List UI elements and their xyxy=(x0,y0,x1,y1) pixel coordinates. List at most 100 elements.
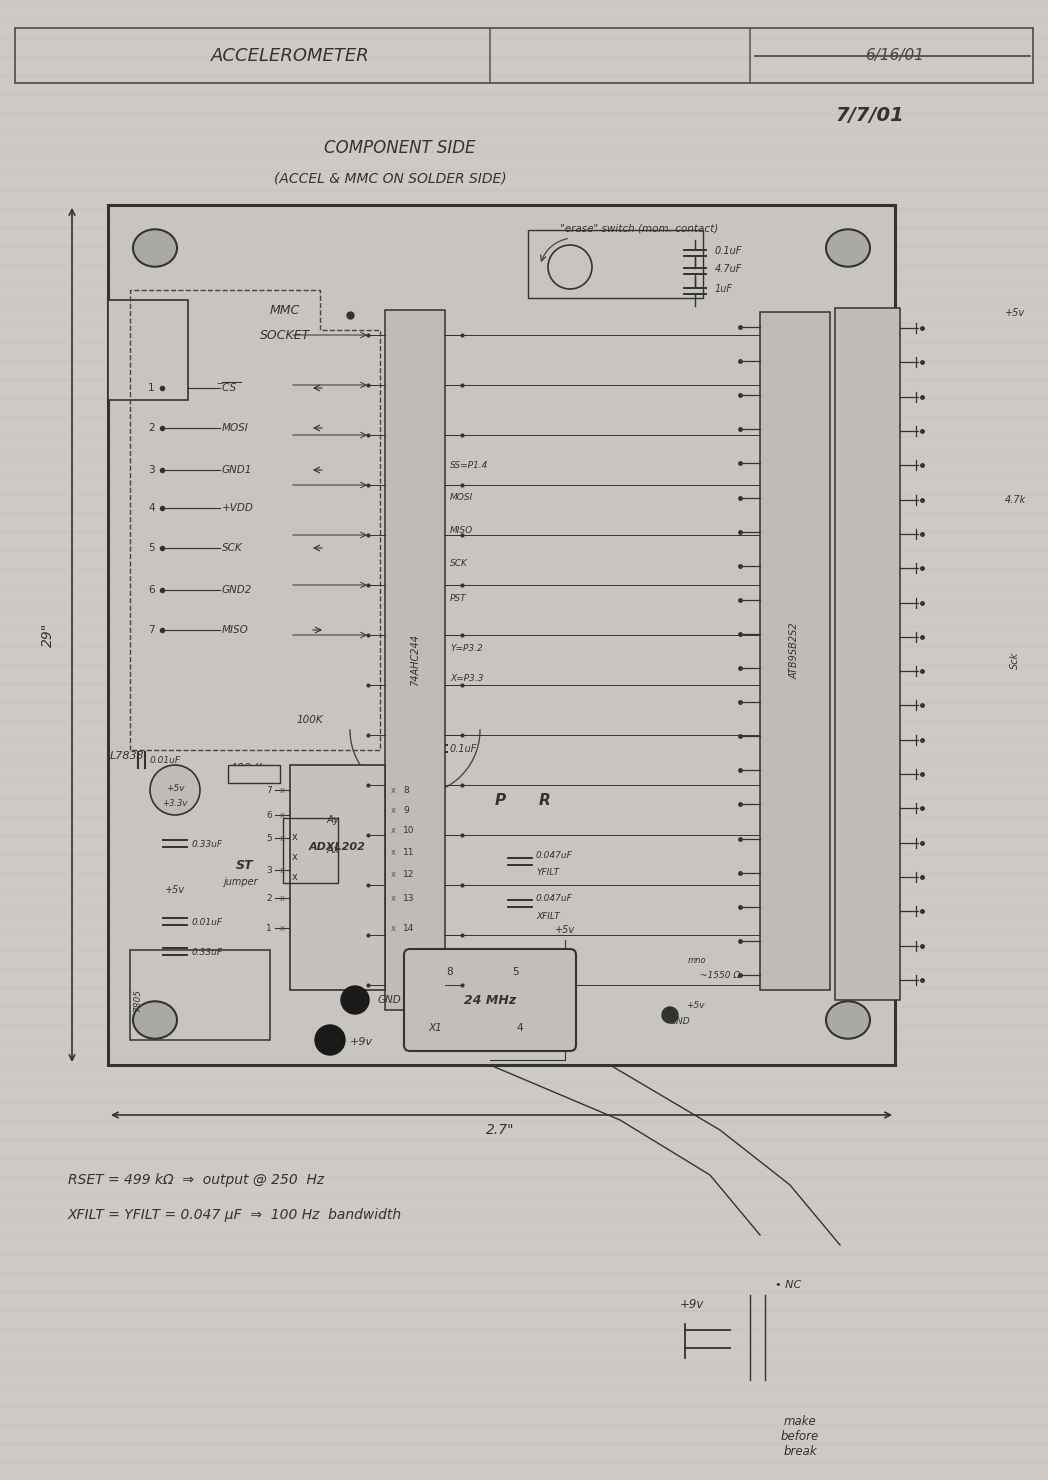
Text: 24 MHz: 24 MHz xyxy=(464,993,516,1006)
Text: +5v: +5v xyxy=(685,1000,704,1009)
Text: 499 K: 499 K xyxy=(230,764,262,773)
Text: GND2: GND2 xyxy=(222,585,253,595)
Bar xyxy=(108,300,188,400)
Text: 2.7": 2.7" xyxy=(486,1123,515,1137)
Text: 0.01uF: 0.01uF xyxy=(150,755,181,765)
Text: MISO: MISO xyxy=(222,625,248,635)
Text: XFILT = YFILT = 0.047 μF  ⇒  100 Hz  bandwidth: XFILT = YFILT = 0.047 μF ⇒ 100 Hz bandwi… xyxy=(68,1208,402,1222)
Text: 3: 3 xyxy=(266,866,272,875)
Text: SCK: SCK xyxy=(222,543,243,554)
Text: YFILT: YFILT xyxy=(536,867,560,876)
Text: 4.7k: 4.7k xyxy=(1005,494,1026,505)
Text: Y=P3.2: Y=P3.2 xyxy=(450,644,483,653)
Text: 6: 6 xyxy=(148,585,155,595)
Text: jumper: jumper xyxy=(222,878,258,887)
Text: Ax: Ax xyxy=(327,845,341,855)
Ellipse shape xyxy=(133,229,177,266)
Text: 1: 1 xyxy=(148,383,155,394)
Text: +5v: +5v xyxy=(1005,308,1025,318)
Text: 0.1uF: 0.1uF xyxy=(450,744,478,753)
Text: 13: 13 xyxy=(403,894,415,903)
Text: RSET = 499 kΩ  ⇒  output @ 250  Hz: RSET = 499 kΩ ⇒ output @ 250 Hz xyxy=(68,1174,324,1187)
Text: ATB9SB2S2: ATB9SB2S2 xyxy=(790,623,800,679)
Text: X1: X1 xyxy=(429,1023,442,1033)
Bar xyxy=(283,818,339,884)
Bar xyxy=(108,206,895,1066)
Text: x: x xyxy=(391,870,395,879)
Text: (ACCEL & MMC ON SOLDER SIDE): (ACCEL & MMC ON SOLDER SIDE) xyxy=(274,172,506,185)
Text: x: x xyxy=(280,924,284,932)
Text: 74AHC244: 74AHC244 xyxy=(410,633,420,687)
Text: X: X xyxy=(540,958,550,972)
Ellipse shape xyxy=(826,1002,870,1039)
Circle shape xyxy=(662,1006,678,1023)
Text: 6/16/01: 6/16/01 xyxy=(866,47,924,64)
Text: MOSI: MOSI xyxy=(222,423,248,434)
Text: +VDD: +VDD xyxy=(222,503,254,514)
Text: x: x xyxy=(391,786,395,795)
Text: SCK: SCK xyxy=(450,558,467,567)
FancyBboxPatch shape xyxy=(403,949,576,1051)
Text: x: x xyxy=(292,852,298,861)
Text: X=P3.3: X=P3.3 xyxy=(450,673,483,682)
Text: ̅CS: ̅CS xyxy=(222,383,236,394)
Text: 5: 5 xyxy=(148,543,155,554)
Text: GND: GND xyxy=(670,1018,691,1027)
Text: GND1: GND1 xyxy=(222,465,253,475)
Text: 7: 7 xyxy=(148,625,155,635)
Text: 9: 9 xyxy=(403,805,409,814)
Text: P: P xyxy=(495,792,505,808)
Text: "erase" switch (mom. contact): "erase" switch (mom. contact) xyxy=(560,223,718,232)
Text: 14: 14 xyxy=(403,924,414,932)
Text: 2: 2 xyxy=(266,894,272,903)
Text: 0.047uF: 0.047uF xyxy=(536,851,573,860)
Ellipse shape xyxy=(133,1002,177,1039)
Bar xyxy=(290,765,385,990)
Bar xyxy=(385,309,445,1009)
Text: MISO: MISO xyxy=(450,525,474,534)
Text: x: x xyxy=(391,826,395,835)
Text: x: x xyxy=(280,833,284,842)
Text: 100K: 100K xyxy=(297,715,324,725)
Text: ST: ST xyxy=(236,858,254,872)
Text: SOCKET: SOCKET xyxy=(260,329,310,342)
Text: 0.1uF: 0.1uF xyxy=(715,246,742,256)
Text: x: x xyxy=(292,832,298,842)
Bar xyxy=(760,312,830,990)
Text: x: x xyxy=(280,866,284,875)
Text: L7833: L7833 xyxy=(110,750,145,761)
Circle shape xyxy=(341,986,369,1014)
Text: +9v: +9v xyxy=(350,1037,373,1046)
Text: 1uF: 1uF xyxy=(715,284,733,295)
Text: MMC: MMC xyxy=(270,303,300,317)
Bar xyxy=(228,765,280,783)
Text: x: x xyxy=(391,894,395,903)
Text: x: x xyxy=(391,848,395,857)
Text: 2: 2 xyxy=(148,423,155,434)
Text: PST: PST xyxy=(450,593,466,602)
Text: 5: 5 xyxy=(266,833,272,842)
Bar xyxy=(528,229,703,297)
Text: • NC: • NC xyxy=(776,1280,802,1291)
Text: 6: 6 xyxy=(266,811,272,820)
Text: 4: 4 xyxy=(517,1023,523,1033)
Text: 29": 29" xyxy=(41,623,54,647)
Text: x: x xyxy=(391,924,395,932)
Circle shape xyxy=(150,765,200,815)
Text: R: R xyxy=(539,792,551,808)
Text: 8: 8 xyxy=(446,966,454,977)
Text: +5v: +5v xyxy=(165,885,185,895)
Text: XFILT: XFILT xyxy=(536,912,560,921)
Bar xyxy=(130,950,270,1040)
Text: 0.047uF: 0.047uF xyxy=(536,894,573,903)
Text: 4.7uF: 4.7uF xyxy=(715,263,742,274)
Text: 1: 1 xyxy=(266,924,272,932)
Text: +5v: +5v xyxy=(555,925,575,935)
Text: +9v: +9v xyxy=(680,1298,704,1311)
Text: 7/7/01: 7/7/01 xyxy=(835,105,904,124)
Text: x: x xyxy=(292,872,298,882)
Text: SS=P1.4: SS=P1.4 xyxy=(450,460,488,469)
Text: x: x xyxy=(280,894,284,903)
Text: COMPONENT SIDE: COMPONENT SIDE xyxy=(324,139,476,157)
Text: 4: 4 xyxy=(148,503,155,514)
